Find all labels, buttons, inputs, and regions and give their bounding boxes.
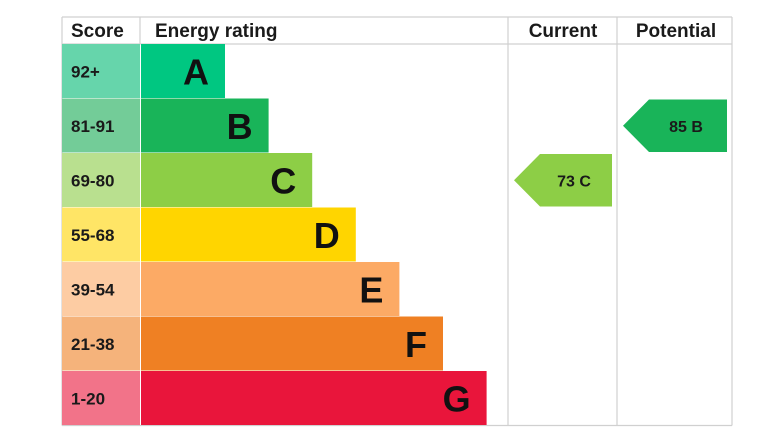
potential-rating-arrow [623,99,727,152]
score-label-g: 1-20 [71,389,105,408]
score-cell-d [62,207,140,262]
header-score: Score [71,21,124,42]
score-label-f: 21-38 [71,335,114,354]
score-cell-b [62,98,140,153]
band-letter-b: B [227,106,253,147]
current-rating-label: 73 C [557,173,591,190]
band-letter-g: G [443,378,471,419]
score-cell-f [62,316,140,371]
band-bar-d [141,207,356,262]
rating-bands: 92+ A 81-91 B 69-80 C 55-68 D 39-54 E 21-38 F 1-20 G [62,44,487,425]
potential-rating-label: 85 B [669,119,703,136]
header-current: Current [529,21,598,42]
rating-arrows: 73 C 85 B [514,99,727,207]
header-potential: Potential [636,21,716,42]
band-bar-e [141,262,400,316]
score-cell-g [62,371,140,425]
score-cell-e [62,262,140,316]
band-bar-g [141,371,487,425]
score-label-a: 92+ [71,62,100,81]
score-label-d: 55-68 [71,226,114,245]
band-bar-b [141,98,269,153]
score-cell-c [62,153,140,207]
band-bar-a [141,44,225,98]
score-cell-a [62,44,140,98]
band-letter-f: F [405,324,427,365]
score-label-b: 81-91 [71,117,114,136]
score-label-e: 39-54 [71,280,115,299]
band-letter-a: A [183,51,209,92]
band-letter-c: C [270,160,296,201]
band-letter-d: D [314,215,340,256]
band-letter-e: E [359,269,383,310]
band-bar-c [141,153,313,207]
score-label-c: 69-80 [71,171,114,190]
band-bar-f [141,316,443,371]
header-energy-rating: Energy rating [155,21,277,42]
current-rating-arrow [514,154,612,207]
